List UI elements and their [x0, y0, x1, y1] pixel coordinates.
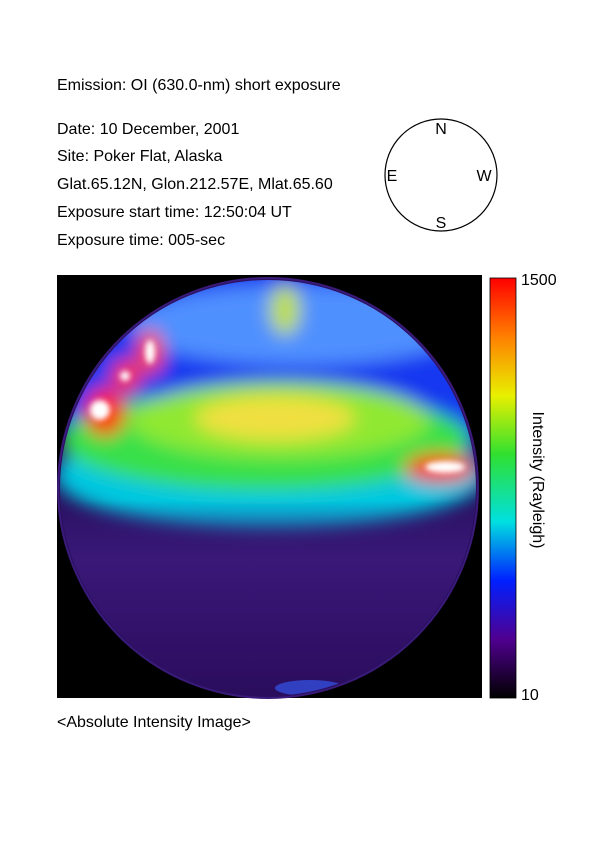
info-line: Date: 10 December, 2001	[57, 121, 239, 138]
compass-circle	[384, 118, 498, 232]
compass-n: N	[435, 121, 447, 138]
info-line: Exposure start time: 12:50:04 UT	[57, 204, 292, 221]
compass-w: W	[476, 168, 492, 185]
compass-e: E	[387, 168, 398, 185]
caption: <Absolute Intensity Image>	[57, 714, 251, 731]
colorbar	[489, 277, 517, 699]
sky-image	[57, 275, 482, 699]
info-line: Exposure time: 005-sec	[57, 232, 225, 249]
info-line: Glat.65.12N, Glon.212.57E, Mlat.65.60	[57, 176, 333, 193]
emission: Emission: OI (630.0-nm) short exposure	[57, 77, 341, 94]
colorbar-min: 10	[521, 687, 539, 704]
colorbar-max: 1500	[521, 272, 557, 289]
compass-s: S	[436, 215, 447, 232]
info-line: Site: Poker Flat, Alaska	[57, 148, 223, 165]
colorbar-label: Intensity (Rayleigh)	[529, 412, 546, 549]
